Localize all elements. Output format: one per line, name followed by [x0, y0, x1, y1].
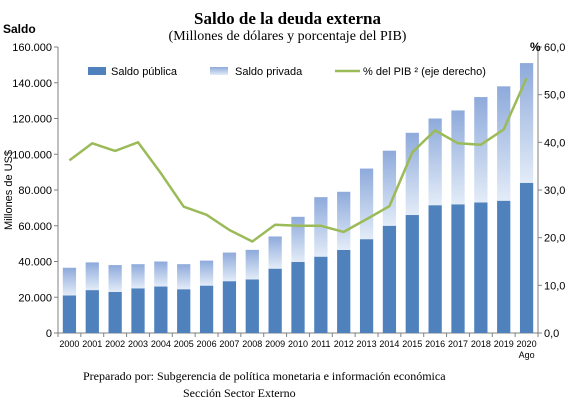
bar-private [382, 150, 397, 226]
bar-private [131, 264, 145, 289]
y-tick-label-left: 0 [46, 328, 52, 340]
bar-public [359, 239, 374, 333]
legend-label-public: Saldo pública [111, 66, 178, 78]
x-tick-label: 2015 [402, 339, 422, 349]
y-tick-label-right: 50,0 [544, 90, 565, 102]
bar-public [222, 281, 237, 333]
bar-public [85, 290, 99, 333]
bar-private [245, 249, 259, 280]
x-tick-label: 2020 [517, 339, 537, 349]
bar-public [131, 288, 145, 333]
bar-private [474, 97, 488, 203]
legend-swatch-public [88, 67, 106, 75]
x-tick-label: 2007 [219, 339, 239, 349]
x-tick-label: 2000 [59, 339, 79, 349]
bar-public [382, 225, 397, 333]
x-tick-label: 2013 [357, 339, 377, 349]
y-tick-label-left: 40.000 [18, 257, 52, 269]
bar-private [497, 86, 511, 201]
y-tick-label-right: 10,0 [544, 280, 565, 292]
x-tick-label: 2017 [448, 339, 468, 349]
y-tick-label-left: 20.000 [18, 292, 52, 304]
x-tick-label: 2002 [105, 339, 125, 349]
bar-private [428, 118, 442, 206]
bar-public [337, 249, 351, 333]
bar-private [359, 168, 374, 240]
bar-public [108, 291, 122, 333]
series-line-pib [68, 77, 528, 243]
y-tick-label-left: 160.000 [12, 42, 52, 54]
x-tick-sublabel: Ago [519, 350, 535, 360]
bar-private [177, 264, 191, 290]
y-tick-label-right: 40,0 [544, 137, 565, 149]
x-tick-label: 2011 [311, 339, 330, 349]
x-tick-label: 2003 [128, 339, 148, 349]
bar-private [62, 267, 77, 296]
footer-section: Sección Sector Externo [183, 386, 296, 400]
x-tick-label: 2001 [82, 339, 102, 349]
x-tick-label: 2019 [494, 339, 514, 349]
bar-public [154, 286, 168, 333]
bar-public [497, 200, 511, 333]
bar-private [337, 191, 351, 250]
legend-label-private: Saldo privada [235, 66, 303, 78]
y-tick-label-left: 60.000 [18, 221, 52, 233]
footer-prepared-by: Preparado por: Subgerencia de política m… [83, 369, 446, 383]
x-tick-label: 2014 [379, 339, 399, 349]
y-tick-label-left: 120.000 [12, 114, 52, 126]
bar-public [451, 204, 465, 333]
bar-public [314, 256, 328, 333]
bar-private [85, 262, 99, 291]
bar-private [405, 132, 419, 216]
x-tick-label: 2004 [151, 339, 171, 349]
y-tick-label-left: 80.000 [18, 185, 52, 197]
bar-public [519, 182, 534, 333]
y-tick-label-right: 30,0 [544, 185, 565, 197]
legend-label-line: % del PIB ² (eje derecho) [363, 66, 486, 78]
y-tick-label-right: 20,0 [544, 233, 565, 245]
bar-public [405, 215, 419, 333]
bar-private [222, 252, 237, 282]
y-tick-label-left: 140.000 [12, 78, 52, 90]
bar-private [291, 216, 305, 262]
bar-public [291, 261, 305, 333]
legend-swatch-private [210, 67, 228, 75]
bar-private [519, 63, 534, 183]
bar-private [154, 261, 168, 287]
bar-public [199, 285, 214, 333]
x-tick-label: 2005 [174, 339, 194, 349]
x-tick-label: 2012 [334, 339, 354, 349]
bar-private [199, 260, 214, 286]
bar-private [268, 236, 282, 269]
x-tick-label: 2016 [425, 339, 445, 349]
y-tick-label-right: 60,0 [544, 42, 565, 54]
x-tick-label: 2008 [242, 339, 262, 349]
bar-public [245, 279, 259, 333]
bar-public [474, 202, 488, 333]
chart-subtitle: (Millones de dólares y porcentaje del PI… [168, 29, 407, 44]
y-tick-label-right: 0,0 [544, 328, 559, 340]
y-axis-label: Millones de US$ [3, 150, 15, 230]
x-tick-label: 2009 [265, 339, 285, 349]
bar-private [451, 110, 465, 205]
bar-public [177, 289, 191, 333]
right-axis-title: % [530, 40, 541, 54]
bar-public [62, 295, 77, 333]
x-tick-label: 2010 [288, 339, 308, 349]
chart-title: Saldo de la deuda externa [193, 9, 382, 28]
y-tick-label-left: 100.000 [12, 149, 52, 161]
bar-private [108, 265, 122, 292]
x-tick-label: 2006 [197, 339, 217, 349]
bar-public [268, 268, 282, 333]
left-axis-title: Saldo [3, 22, 36, 36]
bar-public [428, 205, 442, 333]
x-tick-label: 2018 [471, 339, 491, 349]
